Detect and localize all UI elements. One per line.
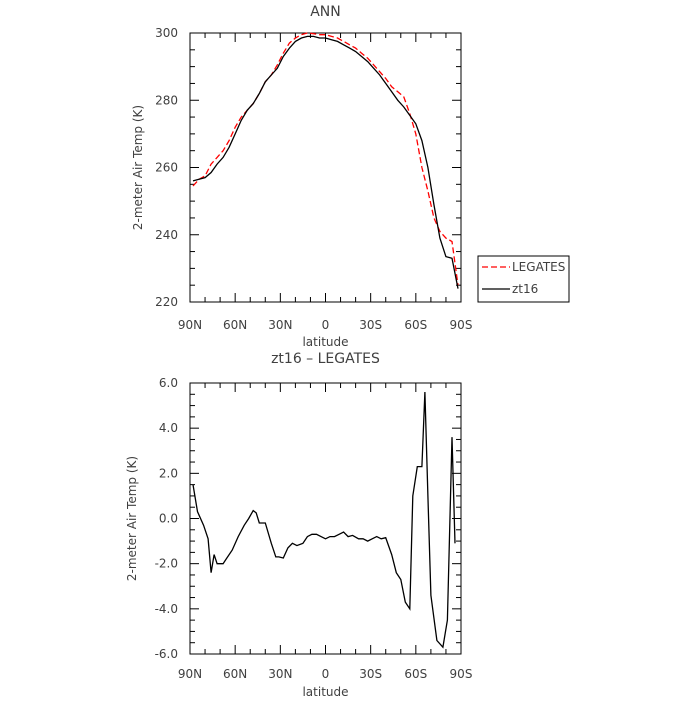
- legend-label-zt16: zt16: [512, 282, 538, 296]
- series-line-legates: [192, 32, 459, 286]
- x-tick-label: 0: [322, 667, 330, 681]
- y-axis-label: 2-meter Air Temp (K): [125, 456, 139, 581]
- x-tick-label: 0: [322, 318, 330, 332]
- legend-box: [477, 255, 570, 303]
- chart-title: zt16 – LEGATES: [271, 351, 380, 367]
- x-tick-label: 90N: [178, 318, 202, 332]
- y-tick-label: 0.0: [159, 512, 178, 526]
- plot-frame: [189, 382, 462, 655]
- y-tick-label: -6.0: [155, 647, 178, 661]
- y-tick-label: -2.0: [155, 557, 178, 571]
- x-axis-label: latitude: [302, 335, 348, 349]
- x-tick-label: 60N: [223, 667, 247, 681]
- y-tick-label: -4.0: [155, 602, 178, 616]
- x-tick-label: 30S: [359, 667, 382, 681]
- x-tick-label: 90S: [450, 318, 473, 332]
- y-tick-label: 260: [155, 161, 178, 175]
- x-tick-label: 90N: [178, 667, 202, 681]
- x-tick-label: 30N: [268, 667, 292, 681]
- y-axis-label: 2-meter Air Temp (K): [131, 105, 145, 230]
- y-tick-label: 6.0: [159, 376, 178, 390]
- series-line-difference: [192, 391, 456, 649]
- x-tick-label: 30S: [359, 318, 382, 332]
- y-tick-label: 220: [155, 295, 178, 309]
- x-tick-label: 60N: [223, 318, 247, 332]
- x-tick-label: 30N: [268, 318, 292, 332]
- y-tick-label: 2.0: [159, 466, 178, 480]
- x-tick-label: 60S: [404, 318, 427, 332]
- legend-label-legates: LEGATES: [512, 260, 565, 274]
- plot-frame: [189, 32, 462, 303]
- y-tick-label: 240: [155, 228, 178, 242]
- y-tick-label: 4.0: [159, 421, 178, 435]
- x-tick-label: 60S: [404, 667, 427, 681]
- y-tick-label: 300: [155, 26, 178, 40]
- y-tick-label: 280: [155, 93, 178, 107]
- x-axis-label: latitude: [302, 685, 348, 699]
- x-tick-label: 90S: [450, 667, 473, 681]
- series-line-zt16: [192, 35, 459, 289]
- chart-title: ANN: [310, 4, 341, 20]
